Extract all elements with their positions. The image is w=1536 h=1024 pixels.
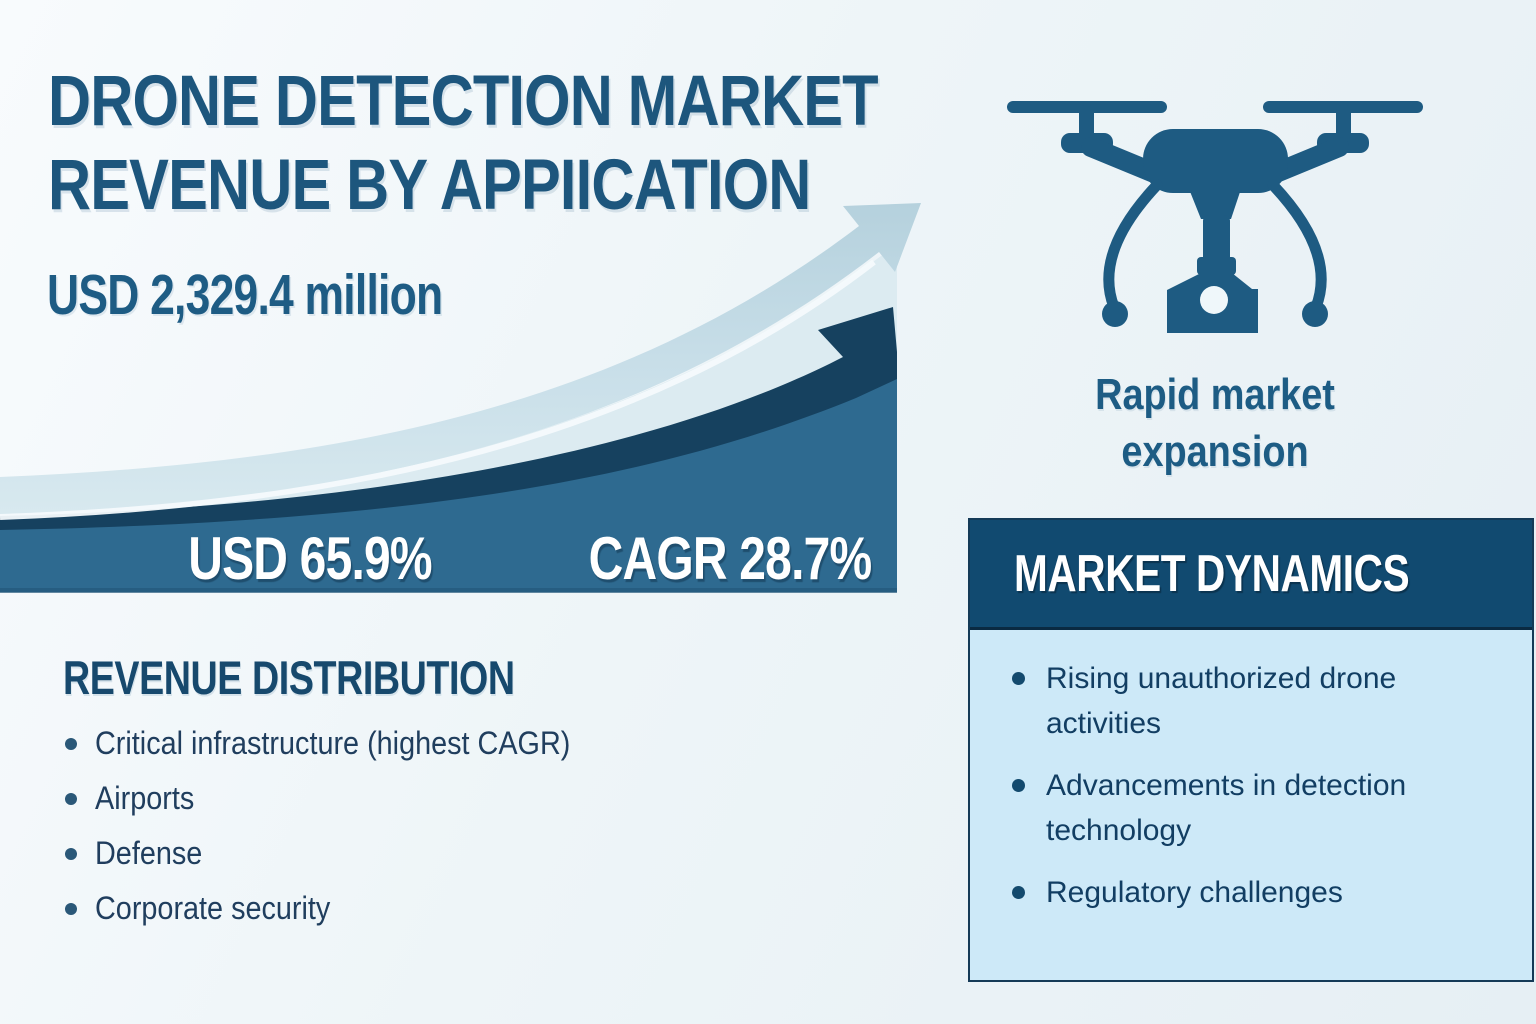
bullet-dot-icon <box>65 903 77 915</box>
list-item: Critical infrastructure (highest CAGR) <box>63 716 623 771</box>
list-item: Advancements in detection technology <box>1012 763 1420 853</box>
market-dynamics-header: MARKET DYNAMICS <box>970 520 1532 630</box>
market-dynamics-heading: MARKET DYNAMICS <box>1014 544 1410 603</box>
list-item-label: Critical infrastructure (highest CAGR) <box>95 725 571 761</box>
highlight-caption-line1: Rapid market <box>1095 370 1335 419</box>
bullet-dot-icon <box>65 738 77 750</box>
bullet-dot-icon <box>65 793 77 805</box>
market-dynamics-list: Rising unauthorized drone activities Adv… <box>1012 656 1420 915</box>
market-dynamics-body: Rising unauthorized drone activities Adv… <box>970 630 1532 980</box>
list-item: Defense <box>63 826 623 881</box>
list-item-label: Airports <box>95 780 195 816</box>
revenue-share-label: USD 65.9% <box>188 525 432 592</box>
bullet-dot-icon <box>65 848 77 860</box>
highlight-caption-line2: expansion <box>1121 427 1309 476</box>
list-item-label: Corporate security <box>95 890 331 926</box>
highlight-caption: Rapid market expansion <box>1034 366 1395 480</box>
bullet-dot-icon <box>1012 779 1025 792</box>
bullet-dot-icon <box>1012 886 1025 899</box>
list-item: Corporate security <box>63 881 623 936</box>
revenue-distribution-list: Critical infrastructure (highest CAGR) A… <box>63 716 623 936</box>
light-arrow-path <box>0 203 921 514</box>
page-title-line1: DRONE DETECTION MARKET <box>48 62 879 141</box>
list-item-label: Advancements in detection technology <box>1046 769 1407 847</box>
arrow-highlight-line <box>0 259 876 520</box>
list-item: Regulatory challenges <box>1012 870 1420 915</box>
band-bottom-edge <box>0 588 897 593</box>
band-shape <box>0 379 897 592</box>
list-item-label: Defense <box>95 835 203 871</box>
list-item-label: Regulatory challenges <box>1046 876 1343 909</box>
market-dynamics-panel: MARKET DYNAMICS Rising unauthorized dron… <box>968 518 1534 982</box>
list-item: Airports <box>63 771 623 826</box>
market-value-stat: USD 2,329.4 million <box>47 263 443 327</box>
cagr-label: CAGR 28.7% <box>588 525 873 592</box>
list-item-label: Rising unauthorized drone activities <box>1046 662 1397 740</box>
page-title: DRONE DETECTION MARKET REVENUE BY APPIIC… <box>48 60 972 228</box>
page-title-line2: REVENUE BY APPIICATION <box>48 146 811 225</box>
bullet-dot-icon <box>1012 672 1025 685</box>
revenue-distribution-heading: REVENUE DISTRIBUTION <box>63 651 515 704</box>
list-item: Rising unauthorized drone activities <box>1012 656 1420 746</box>
drone-icon <box>1007 101 1423 333</box>
